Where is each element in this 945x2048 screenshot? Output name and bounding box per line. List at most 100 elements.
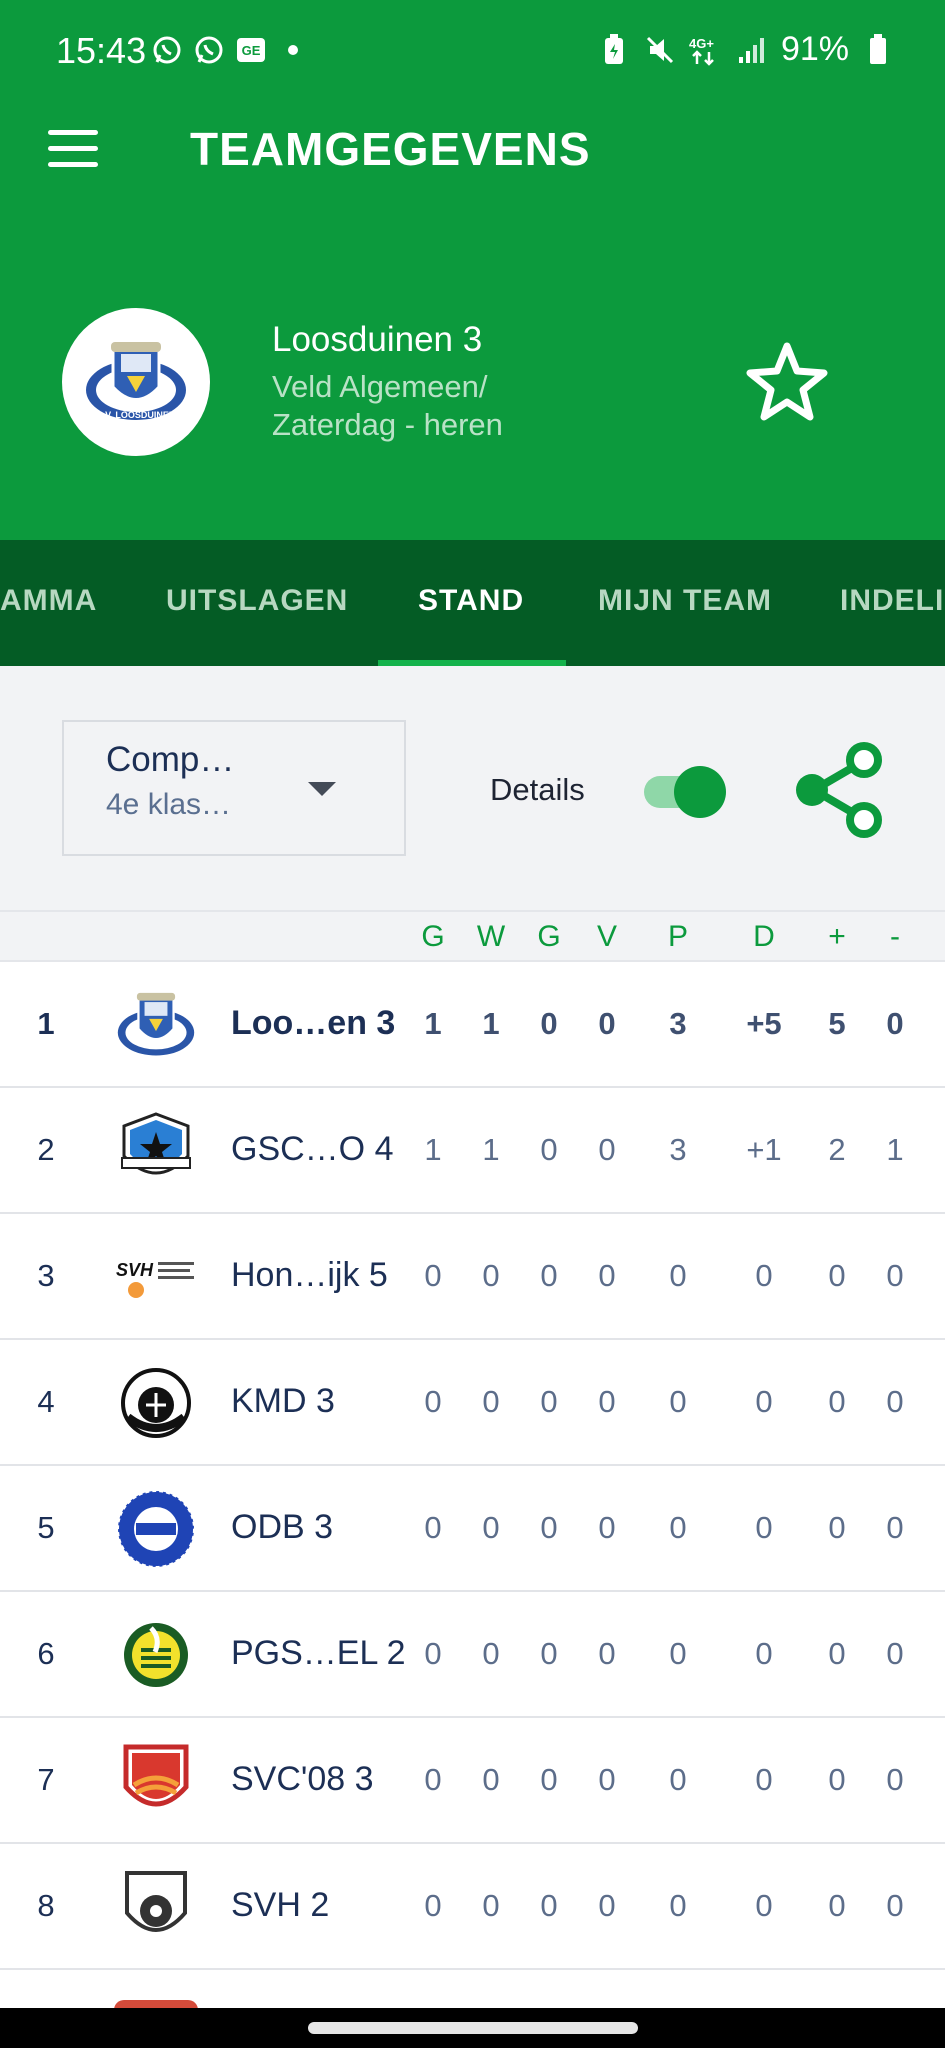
- goals-against: 0: [886, 1006, 904, 1041]
- row-position: 1: [37, 1006, 55, 1041]
- team-name: SVH 2: [231, 1886, 330, 1924]
- team-name: Hon…ijk 5: [231, 1256, 388, 1294]
- table-row[interactable]: 5 ODB 3 0 0 0 0 0 0 0 0: [0, 1466, 945, 1592]
- goals-for: 0: [828, 1510, 846, 1545]
- competition-select[interactable]: Comp… 4e klas…: [62, 720, 406, 856]
- team-category-line2: Zaterdag - heren: [272, 407, 503, 442]
- notification-icons: GE: [150, 33, 310, 67]
- goal-diff: 0: [755, 1762, 773, 1797]
- table-row[interactable]: 2 GSC…O 4 1 1 0 0 3 +1 2 1: [0, 1088, 945, 1214]
- tab-uitslagen[interactable]: UITSLAGEN: [166, 584, 349, 617]
- dot-icon: [276, 33, 310, 67]
- lost: 0: [598, 1888, 616, 1923]
- team-category: Veld Algemeen/ Zaterdag - heren: [272, 368, 572, 444]
- club-logo-svc08: [114, 1742, 198, 1820]
- goals-against: 1: [886, 1132, 904, 1167]
- drawn: 0: [540, 1636, 558, 1671]
- table-row[interactable]: 8 SVH 2 0 0 0 0 0 0 0 0: [0, 1844, 945, 1970]
- played: 0: [424, 1888, 442, 1923]
- svg-text:S.V. LOOSDUINEN: S.V. LOOSDUINEN: [97, 410, 176, 420]
- points: 3: [669, 1006, 687, 1041]
- points: 0: [669, 1888, 687, 1923]
- signal-icon: [735, 33, 769, 67]
- table-row[interactable]: 6 PGS…EL 2 0 0 0 0 0 0 0 0: [0, 1592, 945, 1718]
- col-drawn: G: [537, 920, 561, 953]
- tab-bar: AMMA UITSLAGEN STAND MIJN TEAM INDELI: [0, 540, 945, 666]
- goals-for: 0: [828, 1888, 846, 1923]
- team-name: PGS…EL 2: [231, 1634, 406, 1672]
- share-icon[interactable]: [790, 740, 886, 840]
- team-name: GSC…O 4: [231, 1130, 394, 1168]
- next-row-logo-peek: [114, 2000, 198, 2010]
- tab-stand[interactable]: STAND: [418, 584, 525, 617]
- svg-text:4G+: 4G+: [689, 36, 714, 51]
- dropdown-caret-icon: [308, 782, 336, 796]
- won: 1: [482, 1132, 500, 1167]
- won: 0: [482, 1888, 500, 1923]
- played: 1: [424, 1006, 442, 1041]
- drawn: 0: [540, 1132, 558, 1167]
- club-logo-pgs-vogel: [114, 1616, 198, 1694]
- played: 1: [424, 1132, 442, 1167]
- tab-programma[interactable]: AMMA: [0, 584, 98, 617]
- standings-controls: Comp… 4e klas… Details: [0, 666, 945, 910]
- home-gesture-handle[interactable]: [308, 2022, 638, 2034]
- mute-icon: [643, 33, 677, 67]
- won: 1: [482, 1006, 500, 1041]
- table-row[interactable]: 4 KMD 3 0 0 0 0 0 0 0 0: [0, 1340, 945, 1466]
- row-position: 7: [37, 1762, 55, 1797]
- goal-diff: +5: [746, 1006, 782, 1041]
- col-goals-against: -: [890, 920, 900, 953]
- active-tab-indicator: [378, 660, 566, 666]
- lost: 0: [598, 1384, 616, 1419]
- points: 0: [669, 1636, 687, 1671]
- tab-mijn-team[interactable]: MIJN TEAM: [598, 584, 772, 617]
- won: 0: [482, 1258, 500, 1293]
- col-goal-diff: D: [753, 920, 775, 953]
- lost: 0: [598, 1636, 616, 1671]
- col-played: G: [421, 920, 445, 953]
- col-lost: V: [596, 920, 617, 953]
- club-logo-odb: [114, 1490, 198, 1568]
- competition-title: Comp…: [106, 740, 235, 779]
- team-name: KMD 3: [231, 1382, 335, 1420]
- goals-against: 0: [886, 1888, 904, 1923]
- menu-icon[interactable]: [48, 130, 100, 170]
- goals-against: 0: [886, 1510, 904, 1545]
- points: 0: [669, 1258, 687, 1293]
- tab-indeling[interactable]: INDELI: [840, 584, 945, 617]
- status-bar: 15:43 GE: [0, 0, 945, 100]
- club-logo-svh: [114, 1868, 198, 1946]
- lost: 0: [598, 1762, 616, 1797]
- team-logo: S.V. LOOSDUINEN: [62, 308, 210, 456]
- toggle-knob: [674, 766, 726, 818]
- points: 0: [669, 1762, 687, 1797]
- drawn: 0: [540, 1258, 558, 1293]
- goals-for: 0: [828, 1384, 846, 1419]
- club-logo-kmd: [114, 1364, 198, 1442]
- drawn: 0: [540, 1006, 558, 1041]
- goals-against: 0: [886, 1636, 904, 1671]
- goal-diff: 0: [755, 1636, 773, 1671]
- goals-for: 5: [828, 1006, 846, 1041]
- col-won: W: [476, 920, 506, 953]
- table-row[interactable]: 1 Loo…en 3 1 1 0 0 3 +5 5 0: [0, 962, 945, 1088]
- app-bar: TEAMGEGEVENS: [0, 100, 945, 200]
- lost: 0: [598, 1006, 616, 1041]
- table-row[interactable]: 3 SVH Hon…ijk 5 0 0 0 0 0 0 0 0: [0, 1214, 945, 1340]
- team-info: S.V. LOOSDUINEN Loosduinen 3 Veld Algeme…: [0, 300, 945, 460]
- table-row[interactable]: 7 SVC'08 3 0 0 0 0 0 0 0 0: [0, 1718, 945, 1844]
- goals-for: 0: [828, 1258, 846, 1293]
- battery-percent: 91%: [780, 30, 849, 68]
- details-toggle[interactable]: [640, 762, 726, 822]
- competition-subtitle: 4e klas…: [106, 788, 232, 821]
- drawn: 0: [540, 1762, 558, 1797]
- goals-against: 0: [886, 1762, 904, 1797]
- favorite-star-icon[interactable]: [742, 338, 832, 428]
- played: 0: [424, 1258, 442, 1293]
- svg-text:GE: GE: [242, 43, 261, 58]
- system-icons: 4G+ 91%: [597, 30, 895, 69]
- lost: 0: [598, 1132, 616, 1167]
- col-points: P: [667, 920, 688, 953]
- standings-table: G W G V P D + - 1 Loo…en 3 1 1 0: [0, 910, 945, 2010]
